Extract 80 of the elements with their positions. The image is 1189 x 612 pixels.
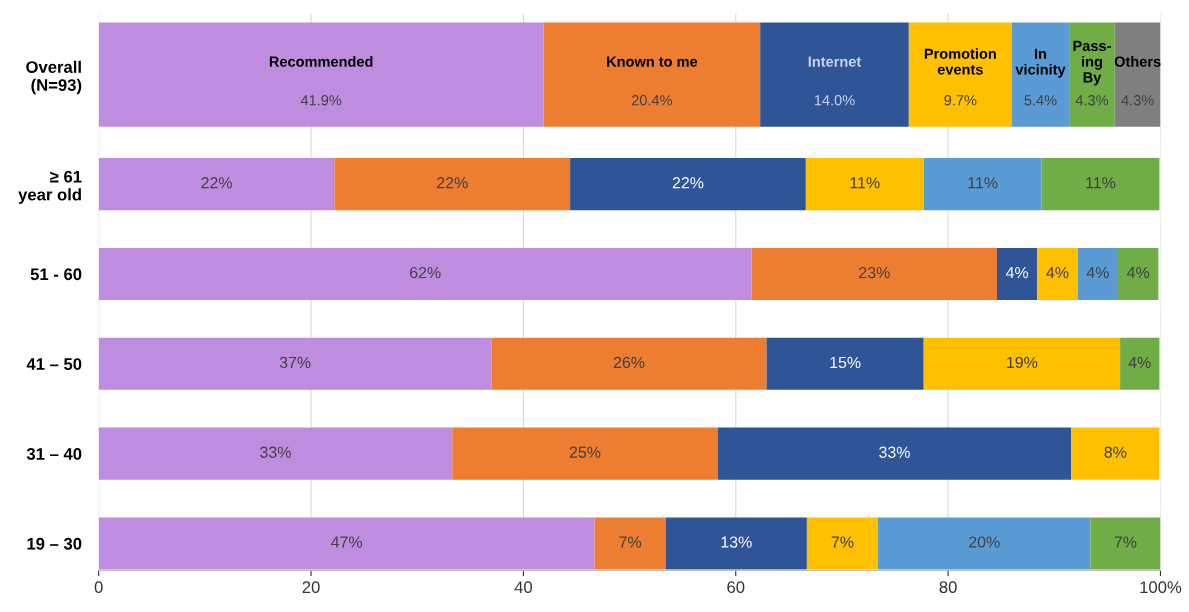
data-label: 22% [201, 177, 232, 189]
data-label: 62% [410, 266, 441, 279]
bar [452, 427, 718, 480]
bar [1120, 337, 1160, 390]
y-tick-label: 51 - 60 [30, 268, 82, 281]
bar [1114, 22, 1161, 127]
bar [1077, 247, 1118, 301]
series-label: Recommended [269, 56, 373, 67]
bar [996, 247, 1038, 301]
x-tick-label: 40 [514, 581, 533, 594]
data-label: 11% [1086, 177, 1116, 189]
bar [98, 337, 492, 390]
bar [766, 337, 924, 390]
data-label: 22% [437, 177, 468, 189]
data-label: 33% [260, 446, 291, 458]
y-tick-label: Overall (N=93) [26, 60, 82, 95]
bar [570, 158, 806, 211]
x-tick-label: 20 [302, 581, 320, 594]
data-label: 25% [569, 446, 601, 458]
data-label: 14.0% [814, 95, 855, 106]
data-label: 9.7% [944, 95, 977, 106]
data-label: 22% [672, 177, 704, 189]
bar [98, 427, 453, 480]
data-label: 7% [1114, 536, 1137, 548]
bar [806, 517, 879, 570]
bar [1090, 517, 1161, 570]
data-label: 20.4% [631, 95, 673, 106]
data-label: 11% [850, 177, 880, 189]
bar [594, 517, 666, 570]
x-tick-label: 60 [727, 581, 745, 594]
data-label: 47% [331, 536, 363, 548]
bar [717, 427, 1072, 480]
y-tick-label: 19 – 30 [27, 537, 82, 550]
y-tick-label: 41 – 50 [26, 358, 82, 370]
series-label: In vicinity [1015, 48, 1066, 78]
data-label: 33% [879, 446, 910, 458]
data-label: 4% [1128, 356, 1151, 369]
y-tick-label: ≥ 61 year old [18, 170, 82, 204]
data-label: 5.4% [1024, 95, 1057, 106]
data-label: 4% [1126, 267, 1150, 279]
bar [334, 158, 571, 211]
data-label: 19% [1007, 356, 1038, 369]
bar [923, 158, 1042, 211]
bar [1117, 247, 1159, 301]
bar [98, 517, 595, 570]
bar [751, 247, 997, 301]
bar [1037, 247, 1078, 301]
bar [878, 517, 1091, 570]
x-tick-label: 100% [1140, 581, 1182, 594]
bar [98, 247, 752, 301]
x-tick-label: 0 [94, 581, 103, 594]
data-label: 4% [1005, 267, 1029, 279]
data-label: 37% [279, 356, 311, 369]
data-label: 41.9% [300, 95, 342, 106]
series-label: Known to me [607, 56, 698, 67]
data-label: 13% [721, 536, 752, 548]
bar [1041, 158, 1160, 211]
data-label: 4% [1086, 267, 1109, 279]
y-tick-label: 31 – 40 [26, 448, 82, 460]
data-label: 26% [613, 356, 645, 369]
data-label: 7% [619, 536, 642, 548]
data-label: 4.3% [1121, 95, 1154, 106]
series-label: Pass- ing By [1073, 40, 1111, 86]
bar [805, 158, 924, 211]
bar [491, 337, 767, 390]
x-tick-label: 80 [939, 581, 957, 594]
bar [665, 517, 807, 570]
data-label: 8% [1104, 446, 1127, 458]
data-label: 15% [830, 356, 861, 369]
data-label: 4.3% [1075, 95, 1109, 106]
bar [923, 337, 1121, 390]
data-label: 23% [859, 266, 890, 279]
series-label: Internet [808, 56, 862, 67]
bar [1071, 427, 1160, 480]
data-label: 11% [968, 177, 998, 189]
data-label: 20% [969, 536, 1000, 548]
data-label: 4% [1046, 267, 1069, 279]
series-label: Promotion events [924, 48, 996, 75]
data-label: 7% [831, 536, 854, 548]
bar [98, 158, 335, 211]
